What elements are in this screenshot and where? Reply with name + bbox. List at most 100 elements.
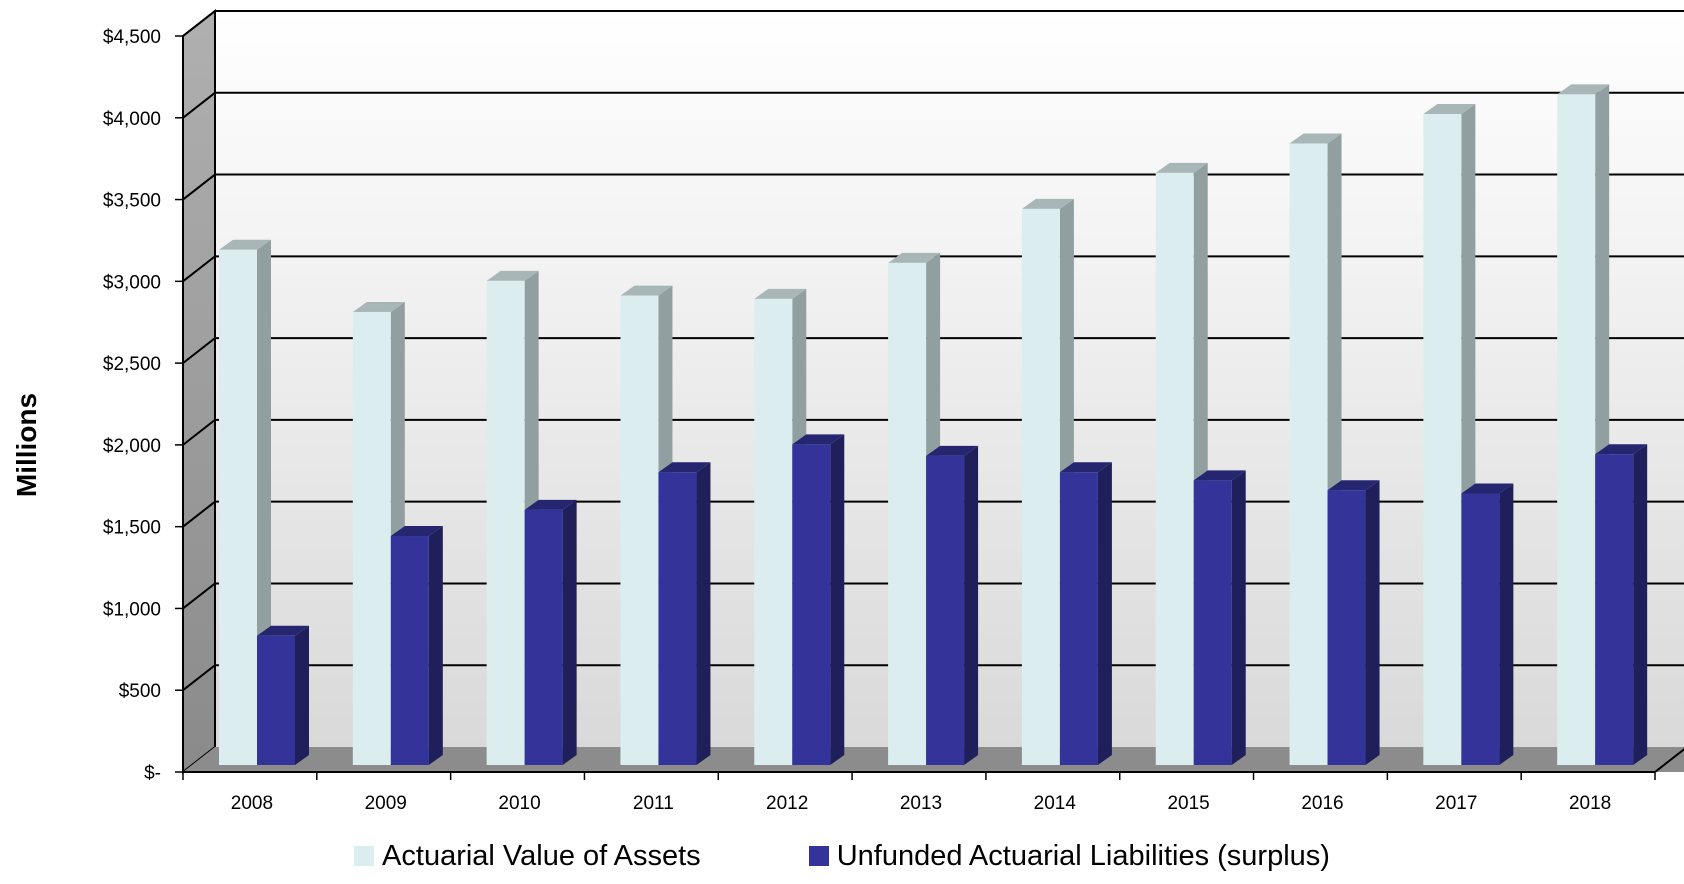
bar-side — [1633, 444, 1648, 765]
bar-assets — [486, 270, 539, 765]
bar-top — [1059, 462, 1112, 473]
bar-front — [1327, 490, 1366, 765]
legend-item-assets: Actuarial Value of Assets — [354, 840, 701, 873]
bar-front — [257, 635, 295, 765]
legend-item-liabilities: Unfunded Actuarial Liabilities (surplus) — [808, 839, 1330, 873]
bar-front — [1557, 94, 1596, 765]
tick-labels: $- $500 $1,000 $1,500 $2,000 $2,500 $3,000 $3,5… — [103, 27, 1611, 814]
bar-top — [1021, 198, 1074, 209]
bar-front — [1595, 454, 1634, 765]
bar-top — [1423, 104, 1476, 115]
bar-front — [888, 262, 927, 765]
y-tick-label: $4,500 — [103, 27, 161, 48]
y-tick-label: $3,500 — [103, 191, 161, 212]
bar-side — [830, 434, 845, 765]
x-tick-label: 2012 — [766, 793, 808, 814]
bar-side — [562, 499, 577, 765]
bar-front — [658, 472, 697, 765]
bar-side — [1231, 470, 1246, 765]
x-tick-label: 2009 — [365, 793, 407, 814]
y-axis-label: Millions — [11, 393, 42, 497]
bar-side — [295, 625, 309, 765]
x-tick-label: 2010 — [498, 793, 540, 814]
bar-liabilities — [792, 434, 845, 765]
bar-assets — [1423, 104, 1476, 765]
bar-liabilities — [1595, 444, 1648, 765]
side-wall — [182, 8, 216, 775]
bar-liabilities — [1327, 480, 1380, 765]
bar-front — [219, 249, 257, 766]
legend-label-assets: Actuarial Value of Assets — [382, 839, 701, 872]
x-tick-label: 2015 — [1167, 793, 1209, 814]
bar-side — [696, 462, 711, 765]
y-tick-label: $1,500 — [103, 518, 161, 539]
bar-top — [620, 285, 673, 296]
bar-front — [1193, 480, 1232, 765]
gridline — [182, 10, 1684, 37]
y-tick-label: $- — [144, 763, 161, 784]
bar-side — [1097, 462, 1112, 765]
bar-front — [620, 295, 659, 765]
bar-front — [1059, 472, 1098, 765]
x-tick-label: 2011 — [633, 793, 674, 814]
axes — [175, 35, 1684, 780]
bar-front — [754, 298, 793, 765]
y-tick-label: $500 — [119, 681, 161, 702]
bar-top — [1289, 133, 1342, 144]
bar-top — [658, 462, 711, 473]
bar-top — [792, 434, 845, 445]
bar-front — [352, 311, 391, 765]
bar-top — [1155, 162, 1208, 173]
y-tick-label: $2,500 — [103, 354, 161, 375]
y-tick-label: $2,000 — [103, 436, 161, 457]
bar-liabilities — [390, 526, 443, 765]
bar-top — [1595, 444, 1648, 455]
bar-front — [524, 509, 563, 765]
bar-liabilities — [257, 625, 309, 765]
bar-side — [1365, 480, 1380, 765]
legend-swatch-assets — [354, 846, 375, 866]
x-tick-label: 2018 — [1569, 793, 1611, 814]
bar-assets — [888, 252, 941, 765]
bar-assets — [1155, 162, 1208, 765]
bar-front — [486, 280, 525, 765]
bar-side — [1499, 483, 1514, 765]
legend-swatch-liabilities — [808, 846, 829, 866]
bar-top — [257, 625, 309, 636]
bar-front — [926, 455, 965, 765]
bar-top — [926, 445, 979, 456]
x-tick-label: 2013 — [900, 793, 942, 814]
bar-liabilities — [658, 462, 711, 765]
bar-front — [1423, 114, 1462, 765]
bars — [219, 84, 1648, 766]
y-tick-label: $4,000 — [103, 109, 161, 130]
bar-top — [1557, 84, 1610, 95]
bar-top — [390, 526, 443, 537]
bar-top — [1327, 480, 1380, 491]
bar-side — [964, 445, 979, 765]
bar-top — [888, 252, 941, 263]
bar-liabilities — [1461, 483, 1514, 765]
bar-top — [1461, 483, 1514, 494]
legend-label-liabilities: Unfunded Actuarial Liabilities (surplus) — [836, 839, 1330, 872]
x-tick-label: 2008 — [231, 793, 273, 814]
legend: Actuarial Value of Assets Unfunded Actua… — [0, 836, 1684, 876]
bar-front — [1155, 172, 1194, 765]
bar-top — [352, 301, 405, 312]
y-tick-label: $1,000 — [103, 599, 161, 620]
bar-front — [792, 444, 831, 765]
x-tick-label: 2014 — [1034, 793, 1077, 814]
floor-edge — [1654, 748, 1684, 773]
bar-liabilities — [926, 445, 979, 765]
bar-front — [1461, 493, 1500, 765]
bar-liabilities — [1059, 462, 1112, 765]
bar-front — [1021, 208, 1060, 765]
x-tick-label: 2017 — [1435, 793, 1477, 814]
bar-front — [1289, 143, 1328, 765]
bar-front — [390, 536, 429, 765]
bar-liabilities — [1193, 470, 1246, 765]
bar-liabilities — [524, 499, 577, 765]
bar-top — [486, 270, 539, 281]
bar-top — [219, 239, 271, 250]
